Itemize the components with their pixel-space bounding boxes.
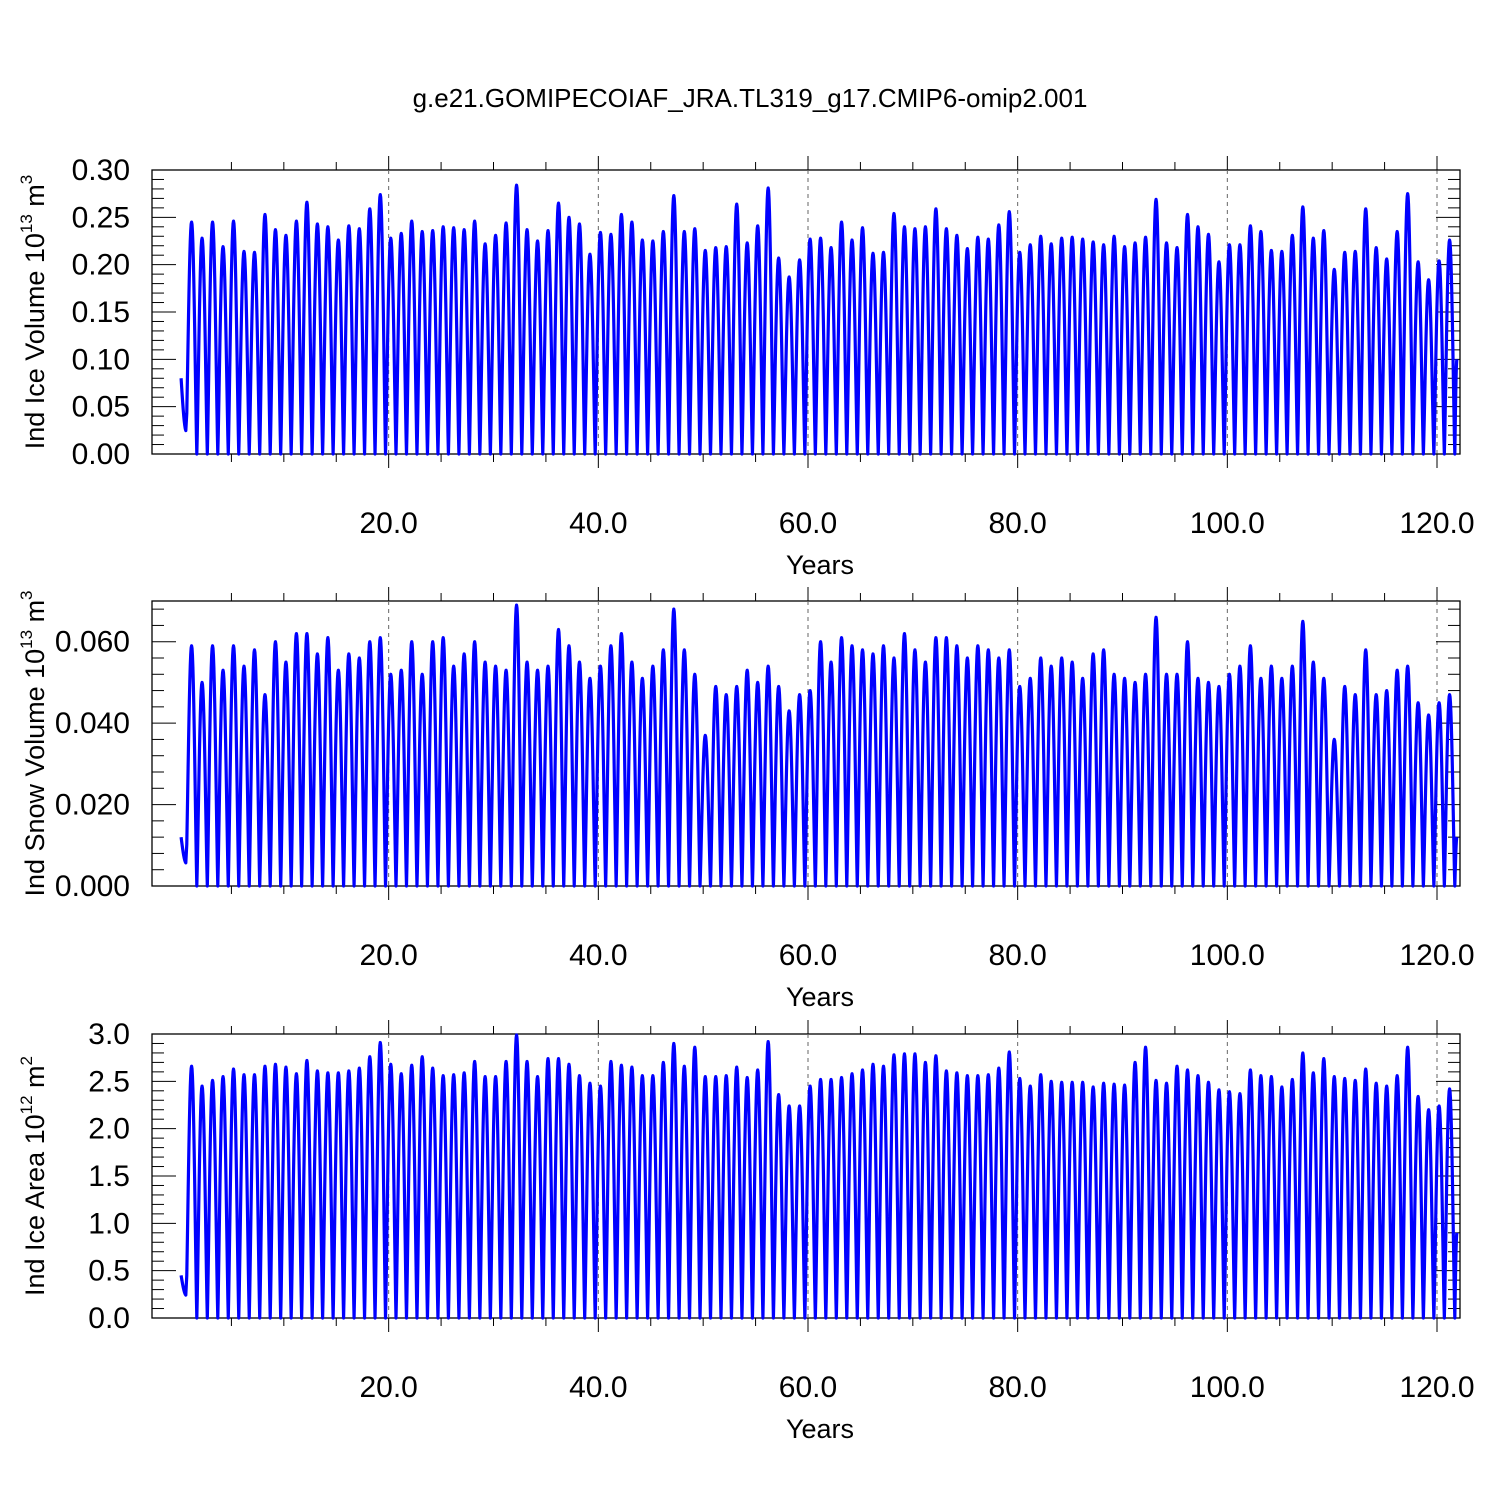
ice-area-y-axis-label-exp: 12 [17, 1095, 36, 1114]
figure-title: g.e21.GOMIPECOIAF_JRA.TL319_g17.CMIP6-om… [413, 83, 1088, 113]
snow-volume-y-axis-label-text: Ind Snow Volume 10 [20, 649, 50, 897]
ice-area-x-tick-label-0: 20.0 [359, 1371, 417, 1404]
snow-volume-y-axis-label-unit: m [20, 600, 50, 630]
snow-volume-x-tick-label-1: 40.0 [569, 939, 627, 972]
ice-volume-x-axis-label: Years [786, 550, 854, 580]
ice-volume-y-axis-label-unit: m [20, 184, 50, 214]
ice-volume-x-tick-label-5: 120.0 [1399, 507, 1474, 540]
ice-volume-y-axis-label-unit-exp: 3 [17, 175, 36, 184]
ice-area-x-tick-label-4: 100.0 [1190, 1371, 1265, 1404]
ice-area-x-axis-label: Years [786, 1414, 854, 1444]
ice-volume-y-axis-label: Ind Ice Volume 1013 m3 [17, 175, 50, 450]
ice-volume-y-tick-label-3: 0.15 [72, 296, 130, 329]
snow-volume-y-tick-label-2: 0.040 [55, 707, 130, 740]
ice-volume-y-tick-label-2: 0.10 [72, 343, 130, 376]
snow-volume-series-line [179, 603, 1459, 888]
ice-area-y-axis-label: Ind Ice Area 1012 m2 [17, 1056, 50, 1296]
snow-volume-x-tick-label-3: 80.0 [988, 939, 1046, 972]
ice-area-y-tick-label-6: 3.0 [88, 1018, 130, 1051]
ice-volume-y-tick-label-5: 0.25 [72, 201, 130, 234]
snow-volume-x-tick-label-4: 100.0 [1190, 939, 1265, 972]
ice-area-y-tick-label-1: 0.5 [88, 1255, 130, 1288]
ice-area-series-line [179, 1033, 1459, 1320]
ice-area-x-tick-label-1: 40.0 [569, 1371, 627, 1404]
snow-volume-y-axis-label-unit-exp: 3 [17, 590, 36, 599]
ice-volume-x-tick-label-2: 60.0 [779, 507, 837, 540]
snow-volume-y-axis-label-exp: 13 [17, 630, 36, 649]
ice-area-x-tick-label-5: 120.0 [1399, 1371, 1474, 1404]
ice-area-y-tick-label-2: 1.0 [88, 1207, 130, 1240]
snow-volume-x-axis-label: Years [786, 982, 854, 1012]
ice-area-x-tick-label-3: 80.0 [988, 1371, 1046, 1404]
snow-volume-y-axis-label: Ind Snow Volume 1013 m3 [17, 590, 50, 896]
ice-volume-x-tick-label-3: 80.0 [988, 507, 1046, 540]
ice-volume-x-tick-label-0: 20.0 [359, 507, 417, 540]
ice-volume-y-tick-label-0: 0.00 [72, 438, 130, 471]
ice-volume-y-tick-label-1: 0.05 [72, 391, 130, 424]
ice-area-y-tick-label-5: 2.5 [88, 1065, 130, 1098]
ice-area-y-tick-label-0: 0.0 [88, 1302, 130, 1335]
ice-volume-y-tick-label-6: 0.30 [72, 154, 130, 187]
ice-area-x-tick-label-2: 60.0 [779, 1371, 837, 1404]
ice-volume-y-axis-label-text: Ind Ice Volume 10 [20, 233, 50, 449]
snow-volume-x-tick-label-2: 60.0 [779, 939, 837, 972]
ice-area-y-tick-label-4: 2.0 [88, 1113, 130, 1146]
ice-area-y-axis-label-unit-exp: 2 [17, 1056, 36, 1065]
ice-volume-x-tick-label-4: 100.0 [1190, 507, 1265, 540]
ice-area-y-axis-label-text: Ind Ice Area 10 [20, 1114, 50, 1296]
ice-area-y-axis-label-unit: m [20, 1065, 50, 1095]
ice-area-panel: 0.0 0.5 1.0 1.5 2.0 2.5 3.0 20.0 40.0 60.0 80.0 100… [17, 1018, 1475, 1444]
ice-volume-x-tick-label-1: 40.0 [569, 507, 627, 540]
ice-volume-y-axis-label-exp: 13 [17, 214, 36, 233]
ice-volume-y-tick-label-4: 0.20 [72, 249, 130, 282]
snow-volume-panel: 0.000 0.020 0.040 0.060 20.0 40.0 60.0 80.0 100.… [17, 587, 1475, 1012]
ice-volume-series-line [179, 183, 1459, 456]
snow-volume-y-tick-label-0: 0.000 [55, 870, 130, 903]
ice-volume-panel: 0.00 0.05 0.10 0.15 0.20 0.25 0.30 20.0 40.0 60.0… [17, 154, 1475, 580]
ice-area-y-tick-label-3: 1.5 [88, 1160, 130, 1193]
snow-volume-y-tick-label-1: 0.020 [55, 789, 130, 822]
snow-volume-x-tick-label-5: 120.0 [1399, 939, 1474, 972]
snow-volume-x-tick-label-0: 20.0 [359, 939, 417, 972]
snow-volume-y-tick-label-3: 0.060 [55, 626, 130, 659]
